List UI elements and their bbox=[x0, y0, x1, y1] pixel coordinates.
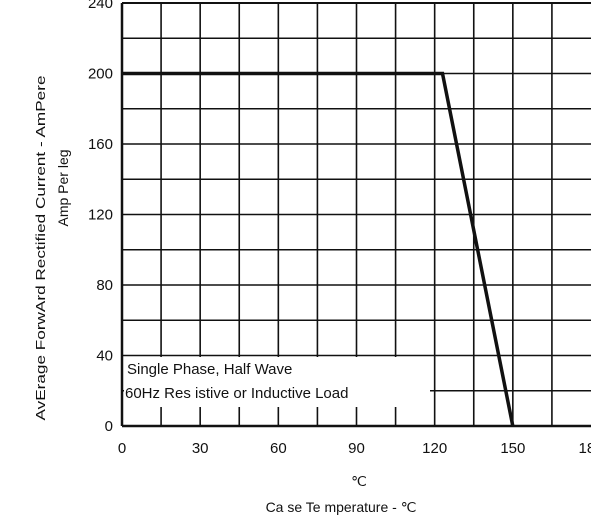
x-tick-label: 0 bbox=[118, 440, 126, 457]
x-tick-label: 60 bbox=[270, 440, 287, 457]
annotation-line-2: 60Hz Res istive or Inductive Load bbox=[125, 385, 348, 402]
y-tick-label: 240 bbox=[88, 0, 113, 12]
x-tick-label: 150 bbox=[500, 440, 525, 457]
x-tick-label: 180 bbox=[578, 440, 591, 457]
x-unit-label: ℃ bbox=[351, 473, 367, 489]
y-tick-label: 80 bbox=[96, 277, 113, 294]
x-tick-label: 120 bbox=[422, 440, 447, 457]
y-tick-label: 200 bbox=[88, 66, 113, 83]
y-axis-label-line-2: Amp Per leg bbox=[55, 149, 71, 226]
annotation-line-1: Single Phase, Half Wave bbox=[127, 361, 292, 378]
derating-curve bbox=[122, 71, 515, 427]
y-axis-label-line-1: AvErage ForwArd Rectified Current - AmPe… bbox=[33, 76, 48, 421]
annotation-box-rect bbox=[124, 357, 430, 407]
y-tick-label: 120 bbox=[88, 207, 113, 224]
series-layer bbox=[122, 71, 515, 427]
x-tick-label: 90 bbox=[348, 440, 365, 457]
x-axis-label: Ca se Te mperature - ℃ bbox=[266, 499, 417, 515]
y-tick-label: 160 bbox=[88, 136, 113, 153]
y-tick-label: 40 bbox=[96, 348, 113, 365]
annotation-box: Single Phase, Half Wave 60Hz Res istive … bbox=[124, 357, 430, 407]
y-tick-label: 0 bbox=[105, 418, 113, 435]
tick-labels: 0 30 60 90 120 150 180 0 40 80 120 160 200 240 bbox=[88, 0, 591, 457]
x-tick-label: 30 bbox=[192, 440, 209, 457]
